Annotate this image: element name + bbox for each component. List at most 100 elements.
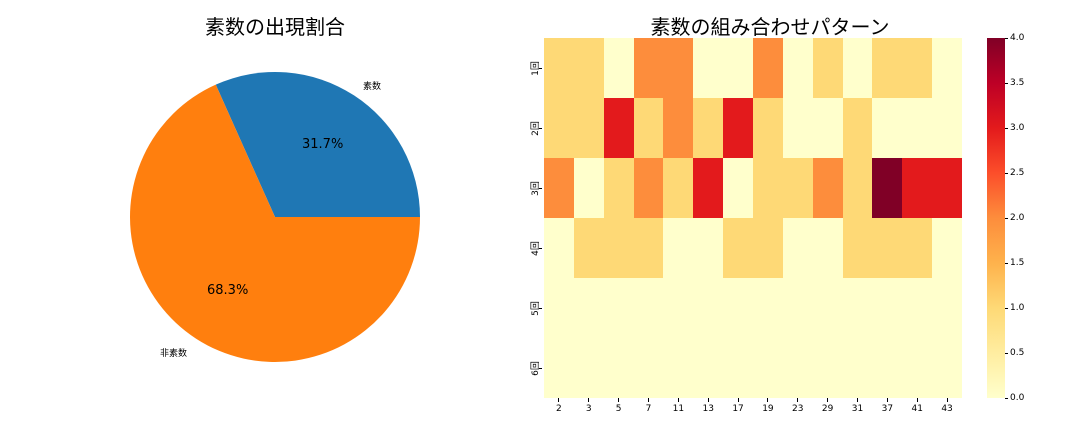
heatmap-cell	[902, 158, 933, 218]
y-tick: 5回	[522, 293, 542, 323]
heatmap-cell	[842, 278, 873, 338]
heatmap-cell	[693, 98, 724, 158]
x-tick-label: 23	[792, 404, 804, 414]
colorbar-tick: 2.0	[1005, 212, 1024, 224]
heatmap-cell	[872, 158, 903, 218]
heatmap-cell	[723, 98, 753, 158]
heatmap-cell	[693, 218, 724, 278]
heatmap-grid	[544, 38, 962, 398]
heatmap-cell	[932, 158, 962, 218]
heatmap-cell	[782, 38, 813, 98]
x-tick: 37	[872, 398, 902, 414]
x-tick-label: 11	[672, 404, 685, 414]
x-tick: 7	[634, 398, 664, 414]
heatmap-cell	[663, 158, 694, 218]
heatmap-cell	[812, 158, 843, 218]
pie-percent-prime: 31.7%	[302, 137, 344, 152]
x-tick: 29	[813, 398, 843, 414]
y-tick: 1回	[522, 53, 542, 83]
heatmap-cell	[753, 98, 783, 158]
heatmap-cell	[782, 278, 813, 338]
heatmap-cell	[753, 278, 783, 338]
heatmap-cell	[902, 278, 933, 338]
heatmap-cell	[603, 158, 634, 218]
heatmap-cell	[573, 158, 604, 218]
x-tick-label: 13	[702, 404, 714, 414]
heatmap-cell	[872, 38, 903, 98]
y-tick: 6回	[522, 353, 542, 383]
pie-slice-prime	[215, 71, 420, 217]
heatmap-cell	[723, 38, 753, 98]
heatmap-cell	[603, 278, 634, 338]
x-tick-label: 17	[732, 404, 744, 414]
heatmap-cell	[812, 218, 843, 278]
heatmap-cell	[573, 98, 604, 158]
heatmap-cell	[932, 38, 962, 98]
heatmap-cell	[842, 338, 873, 398]
heatmap-cell	[663, 98, 694, 158]
colorbar-tick: 1.0	[1005, 302, 1024, 314]
heatmap-cell	[932, 98, 962, 158]
heatmap-cell	[603, 38, 634, 98]
x-tick: 3	[574, 398, 604, 414]
heatmap-cell	[872, 218, 903, 278]
heatmap-cell	[573, 338, 604, 398]
heatmap-cell	[932, 278, 962, 338]
heatmap-cell	[902, 38, 933, 98]
x-tick-label: 41	[911, 404, 923, 414]
heatmap-cell	[633, 158, 664, 218]
colorbar-tick: 0.0	[1005, 392, 1024, 404]
heatmap-cell	[723, 338, 753, 398]
x-tick-label: 5	[615, 404, 622, 414]
heatmap-cell	[782, 338, 813, 398]
heatmap-cell	[872, 278, 903, 338]
x-tick: 2	[544, 398, 574, 414]
heatmap-cell	[663, 278, 694, 338]
heatmap-cell	[693, 158, 724, 218]
x-tick: 23	[783, 398, 813, 414]
x-tick-label: 3	[585, 404, 592, 414]
colorbar-tick: 0.5	[1005, 347, 1024, 359]
heatmap-cell	[902, 338, 933, 398]
colorbar-tick: 3.5	[1005, 77, 1024, 89]
pie-chart	[129, 71, 420, 363]
colorbar-tick: 4.0	[1005, 32, 1024, 44]
x-tick-label: 19	[762, 404, 774, 414]
heatmap-cell	[902, 218, 933, 278]
heatmap-cell	[782, 158, 813, 218]
heatmap-cell	[633, 98, 664, 158]
x-tick: 19	[753, 398, 783, 414]
heatmap-cell	[663, 218, 694, 278]
x-tick-label: 7	[645, 404, 652, 414]
heatmap-cell	[573, 278, 604, 338]
heatmap-cell	[753, 38, 783, 98]
pie-percent-nonprime: 68.3%	[207, 283, 249, 298]
x-tick: 41	[902, 398, 932, 414]
x-tick-label: 29	[821, 404, 834, 414]
x-tick: 17	[723, 398, 753, 414]
heatmap-cell	[633, 338, 664, 398]
pie-label-nonprime: 非素数	[160, 349, 188, 359]
x-tick-label: 2	[556, 404, 562, 414]
heatmap-cell	[753, 218, 783, 278]
heatmap-cell	[663, 338, 694, 398]
heatmap-cell	[932, 218, 962, 278]
y-tick: 2回	[522, 113, 542, 143]
heatmap-cell	[723, 218, 753, 278]
heatmap-cell	[753, 338, 783, 398]
heatmap-cell	[544, 218, 574, 278]
x-tick: 5	[604, 398, 634, 414]
heatmap-cell	[872, 98, 903, 158]
heatmap-cell	[633, 218, 664, 278]
x-tick: 11	[663, 398, 693, 414]
colorbar-tick: 3.0	[1005, 122, 1024, 134]
heatmap-cell	[693, 338, 724, 398]
heatmap-cell	[782, 98, 813, 158]
heatmap-cell	[812, 98, 843, 158]
heatmap-cell	[663, 38, 694, 98]
heatmap-cell	[544, 38, 574, 98]
heatmap-cell	[812, 338, 843, 398]
x-tick-label: 37	[881, 404, 894, 414]
pie-slice-nonprime	[129, 84, 420, 363]
heatmap-cell	[872, 338, 903, 398]
